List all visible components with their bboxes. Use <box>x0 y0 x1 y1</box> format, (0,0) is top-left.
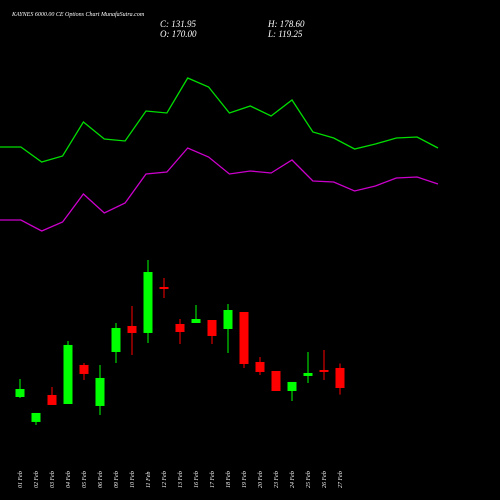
candle-body <box>31 412 41 422</box>
header-high: H: 178.60 <box>267 19 305 29</box>
candle-body <box>111 327 121 353</box>
candle-body <box>271 370 281 392</box>
candle-body <box>239 312 249 364</box>
candle-body <box>143 272 153 333</box>
candle-body <box>191 319 201 323</box>
x-tick-label: 26 Feb <box>322 471 328 488</box>
x-tick-label: 13 Feb <box>178 471 184 488</box>
chart-title: KAYNES 6000.00 CE Options Chart MunafaSu… <box>11 11 145 18</box>
line-series <box>0 147 439 232</box>
x-tick-label: 10 Feb <box>130 471 136 488</box>
candle-body <box>287 381 297 392</box>
x-tick-label: 01 Feb <box>18 471 24 488</box>
x-tick-label: 04 Feb <box>65 471 72 488</box>
x-tick-label: 19 Feb <box>242 471 248 488</box>
x-tick-label: 06 Feb <box>98 471 104 488</box>
x-tick-label: 27 Feb <box>338 471 344 488</box>
x-tick-label: 16 Feb <box>194 471 200 488</box>
candle-body <box>319 369 329 372</box>
candle-body <box>127 325 137 333</box>
candle-body <box>63 344 73 404</box>
candle-body <box>335 367 345 388</box>
x-tick-label: 24 Feb <box>289 471 296 488</box>
header-close: C: 131.95 <box>160 19 197 29</box>
candle-body <box>47 394 57 405</box>
candle-body <box>303 372 313 376</box>
candle-body <box>15 389 25 397</box>
candle-body <box>223 310 233 329</box>
x-tick-label: 20 Feb <box>258 471 264 488</box>
candle-body <box>95 377 105 406</box>
candle-body <box>207 319 217 336</box>
x-tick-label: 02 Feb <box>34 471 40 488</box>
x-tick-label: 05 Feb <box>82 471 88 488</box>
x-tick-label: 25 Feb <box>306 471 312 488</box>
x-tick-label: 17 Feb <box>210 471 216 488</box>
line-series <box>0 77 439 163</box>
header-open: O: 170.00 <box>160 29 197 39</box>
candle-body <box>255 361 265 372</box>
x-tick-label: 18 Feb <box>226 471 232 488</box>
x-tick-label: 11 Feb <box>146 472 152 488</box>
candle-body <box>175 323 185 332</box>
x-tick-label: 03 Feb <box>50 471 56 488</box>
x-tick-label: 12 Feb <box>162 471 168 488</box>
x-tick-label: 23 Feb <box>274 471 280 488</box>
candle-body <box>159 286 169 289</box>
candle-body <box>79 364 89 374</box>
x-tick-label: 09 Feb <box>114 471 120 488</box>
header-low: L: 119.25 <box>267 29 303 39</box>
